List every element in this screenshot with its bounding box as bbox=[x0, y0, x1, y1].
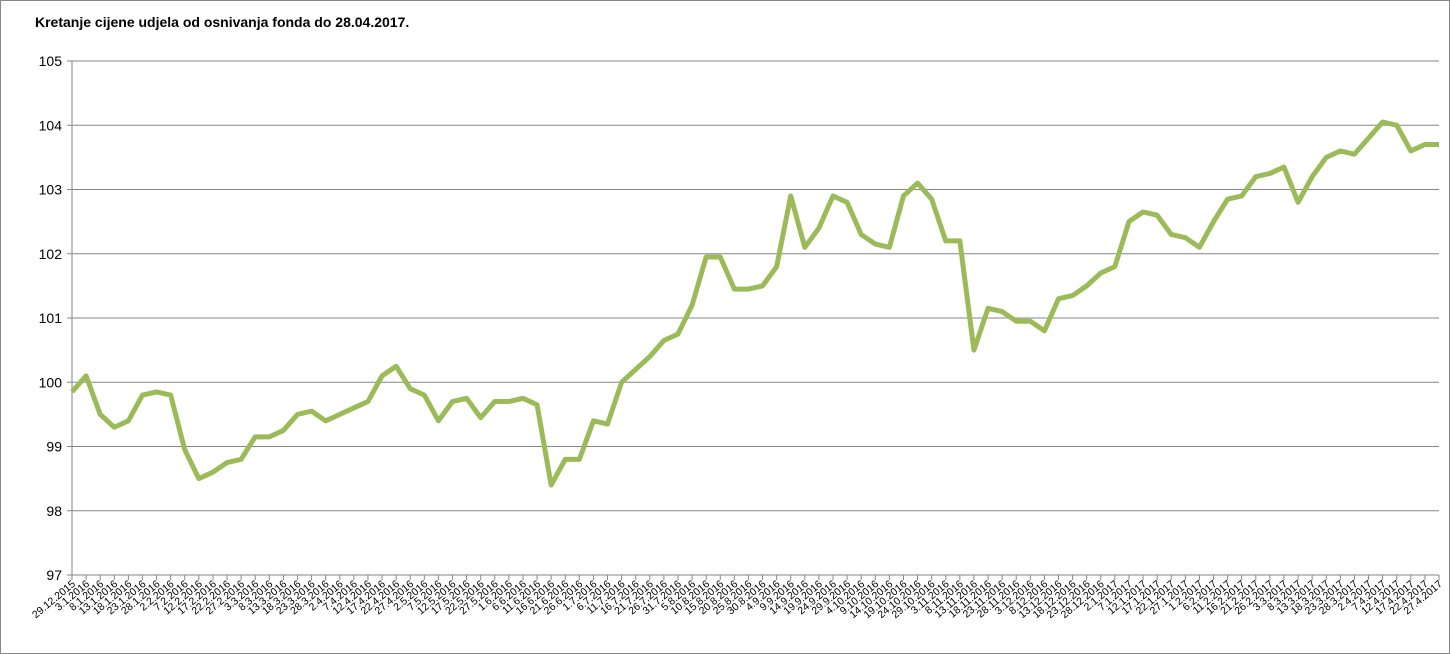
y-tick-label: 100 bbox=[39, 374, 63, 390]
y-tick-label: 101 bbox=[39, 310, 63, 326]
y-tick-label: 99 bbox=[46, 439, 62, 455]
y-tick-label: 105 bbox=[39, 53, 63, 69]
y-tick-label: 104 bbox=[39, 117, 63, 133]
y-tick-label: 97 bbox=[46, 567, 62, 583]
chart-title: Kretanje cijene udjela od osnivanja fond… bbox=[35, 14, 409, 30]
y-tick-label: 103 bbox=[39, 182, 63, 198]
y-tick-label: 102 bbox=[39, 246, 63, 262]
data-line bbox=[70, 119, 1439, 488]
y-tick-label: 98 bbox=[46, 503, 62, 519]
